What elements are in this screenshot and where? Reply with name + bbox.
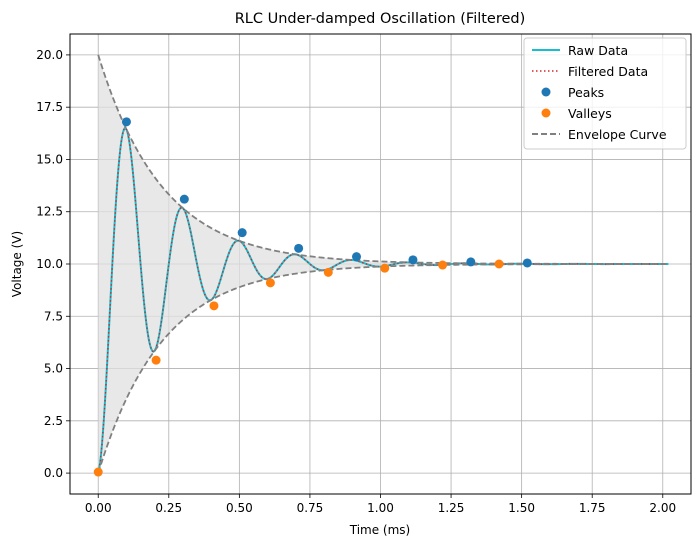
y-tick-label: 5.0 (44, 362, 63, 376)
x-tick-label: 0.25 (155, 501, 182, 515)
x-axis-label: Time (ms) (349, 523, 411, 537)
x-tick-label: 2.00 (649, 501, 676, 515)
y-axis-label: Voltage (V) (10, 231, 24, 297)
valley-marker (494, 259, 504, 269)
legend-peaks-swatch (541, 87, 551, 97)
chart-title: RLC Under-damped Oscillation (Filtered) (235, 11, 526, 27)
valley-marker (323, 267, 333, 277)
peak-marker (522, 258, 532, 268)
x-tick-label: 0.00 (85, 501, 112, 515)
x-tick-label: 0.50 (226, 501, 253, 515)
y-tick-label: 0.0 (44, 466, 63, 480)
x-tick-label: 1.25 (438, 501, 465, 515)
legend-peaks-label: Peaks (568, 85, 604, 100)
legend-box (523, 37, 687, 150)
valley-marker (151, 355, 161, 365)
y-tick-label: 15.0 (36, 152, 63, 166)
x-tick-label: 1.00 (367, 501, 394, 515)
valley-marker (438, 260, 448, 270)
y-tick-label: 7.5 (44, 309, 63, 323)
valley-marker (265, 278, 275, 288)
y-axis-ticks: 0.0 2.5 5.0 7.5 10.0 12.5 15.0 17.5 20.0 (36, 48, 70, 480)
x-tick-label: 1.50 (508, 501, 535, 515)
y-tick-label: 2.5 (44, 414, 63, 428)
valley-marker (209, 301, 219, 311)
y-tick-label: 17.5 (36, 100, 63, 114)
y-tick-label: 20.0 (36, 48, 63, 62)
peak-marker (352, 252, 362, 262)
y-tick-label: 12.5 (36, 205, 63, 219)
peak-marker (294, 243, 304, 253)
legend-filtered-data-label: Filtered Data (568, 64, 648, 79)
legend: Raw Data Filtered Data Peaks Valleys Env… (523, 37, 687, 150)
legend-valleys-swatch (541, 108, 551, 118)
x-tick-label: 0.75 (297, 501, 324, 515)
valley-marker (380, 263, 390, 273)
peak-marker (179, 194, 189, 204)
peak-marker (121, 117, 131, 127)
legend-valleys-label: Valleys (568, 106, 612, 121)
y-tick-label: 10.0 (36, 257, 63, 271)
valley-marker (93, 467, 103, 477)
marker-layer (93, 117, 532, 477)
peak-marker (237, 228, 247, 238)
peak-marker (408, 255, 418, 265)
legend-envelope-label: Envelope Curve (568, 127, 667, 142)
x-tick-label: 1.75 (579, 501, 606, 515)
x-axis-ticks: 0.00 0.25 0.50 0.75 1.00 1.25 1.50 1.75 2.00 (85, 494, 676, 515)
peak-marker (466, 257, 476, 267)
legend-raw-data-label: Raw Data (568, 43, 628, 58)
